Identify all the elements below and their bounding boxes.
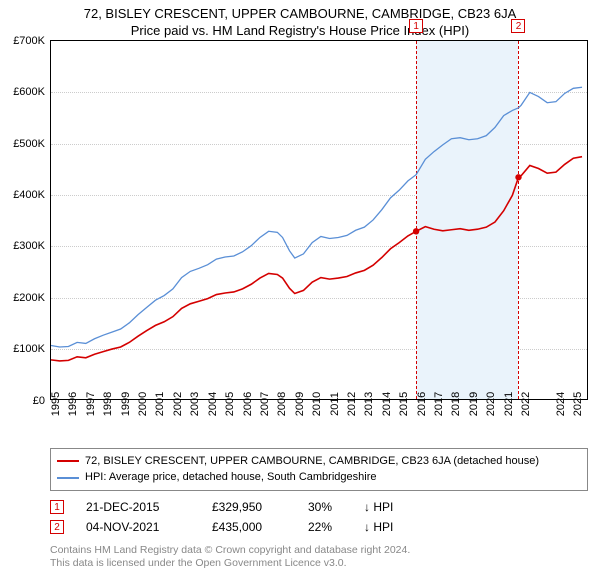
transaction-pct: 30% xyxy=(308,497,358,517)
y-tick-label: £700K xyxy=(13,35,45,47)
legend-row-property: 72, BISLEY CRESCENT, UPPER CAMBOURNE, CA… xyxy=(57,453,581,470)
transaction-price: £435,000 xyxy=(212,517,302,537)
x-tick-label: 2015 xyxy=(398,392,410,416)
y-tick-label: £300K xyxy=(13,240,45,252)
y-tick-label: £0 xyxy=(33,395,45,407)
y-tick-label: £400K xyxy=(13,189,45,201)
x-tick-label: 2019 xyxy=(468,392,480,416)
transaction-row-1: 1 21-DEC-2015 £329,950 30% ↓ HPI xyxy=(50,497,588,517)
plot-area: £0£100K£200K£300K£400K£500K£600K£700K12 xyxy=(50,40,588,400)
event-marker-1: 1 xyxy=(409,19,423,33)
x-tick-label: 2012 xyxy=(346,392,358,416)
series-hpi xyxy=(51,87,582,347)
x-tick-label: 1995 xyxy=(50,392,62,416)
transaction-vs-hpi: ↓ HPI xyxy=(364,517,393,537)
transaction-pct: 22% xyxy=(308,517,358,537)
series-svg xyxy=(51,41,589,401)
x-tick-label: 1997 xyxy=(85,392,97,416)
transaction-date: 21-DEC-2015 xyxy=(86,497,206,517)
x-tick-label: 2016 xyxy=(416,392,428,416)
x-tick-label: 2007 xyxy=(259,392,271,416)
x-tick-label: 1999 xyxy=(120,392,132,416)
attribution-line2: This data is licensed under the Open Gov… xyxy=(50,557,588,571)
chart-title-block: 72, BISLEY CRESCENT, UPPER CAMBOURNE, CA… xyxy=(0,0,600,40)
legend-box: 72, BISLEY CRESCENT, UPPER CAMBOURNE, CA… xyxy=(50,448,588,491)
x-tick-label: 2024 xyxy=(555,392,567,416)
x-tick-label: 2017 xyxy=(433,392,445,416)
x-tick-label: 2003 xyxy=(189,392,201,416)
legend-row-hpi: HPI: Average price, detached house, Sout… xyxy=(57,469,581,486)
x-tick-label: 2002 xyxy=(172,392,184,416)
x-tick-label: 2004 xyxy=(207,392,219,416)
plot-canvas: £0£100K£200K£300K£400K£500K£600K£700K12 xyxy=(51,41,587,399)
x-tick-label: 1996 xyxy=(67,392,79,416)
y-tick-label: £100K xyxy=(13,343,45,355)
x-tick-label: 2011 xyxy=(329,392,341,416)
x-tick-label: 2005 xyxy=(224,392,236,416)
x-tick-label: 2018 xyxy=(450,392,462,416)
x-tick-label: 2001 xyxy=(154,392,166,416)
series-property xyxy=(51,156,582,360)
sale-dot xyxy=(515,174,521,180)
y-tick-label: £200K xyxy=(13,292,45,304)
attribution-text: Contains HM Land Registry data © Crown c… xyxy=(50,544,588,571)
legend-label: HPI: Average price, detached house, Sout… xyxy=(85,469,376,486)
chart-container: 72, BISLEY CRESCENT, UPPER CAMBOURNE, CA… xyxy=(0,0,600,560)
event-marker-2: 2 xyxy=(511,19,525,33)
transaction-date: 04-NOV-2021 xyxy=(86,517,206,537)
transaction-marker: 1 xyxy=(50,500,64,514)
x-axis-labels: 1995199619971998199920002001200220032004… xyxy=(50,400,588,440)
x-tick-label: 2025 xyxy=(572,392,584,416)
x-tick-label: 2021 xyxy=(503,392,515,416)
transaction-vs-hpi: ↓ HPI xyxy=(364,497,393,517)
transaction-marker: 2 xyxy=(50,520,64,534)
attribution-line1: Contains HM Land Registry data © Crown c… xyxy=(50,544,588,558)
x-tick-label: 1998 xyxy=(102,392,114,416)
y-tick-label: £600K xyxy=(13,86,45,98)
transactions-table: 1 21-DEC-2015 £329,950 30% ↓ HPI 2 04-NOV-2021… xyxy=(50,497,588,538)
y-tick-label: £500K xyxy=(13,138,45,150)
title-line1: 72, BISLEY CRESCENT, UPPER CAMBOURNE, CA… xyxy=(0,6,600,23)
x-tick-label: 2022 xyxy=(520,392,532,416)
transaction-price: £329,950 xyxy=(212,497,302,517)
title-line2: Price paid vs. HM Land Registry's House … xyxy=(0,23,600,40)
x-tick-label: 2009 xyxy=(294,392,306,416)
transaction-row-2: 2 04-NOV-2021 £435,000 22% ↓ HPI xyxy=(50,517,588,537)
sale-dot xyxy=(413,228,419,234)
x-tick-label: 2020 xyxy=(485,392,497,416)
x-tick-label: 2000 xyxy=(137,392,149,416)
x-tick-label: 2006 xyxy=(242,392,254,416)
x-tick-label: 2008 xyxy=(276,392,288,416)
x-tick-label: 2013 xyxy=(363,392,375,416)
legend-swatch xyxy=(57,460,79,462)
x-tick-label: 2010 xyxy=(311,392,323,416)
legend-label: 72, BISLEY CRESCENT, UPPER CAMBOURNE, CA… xyxy=(85,453,539,470)
legend-swatch xyxy=(57,477,79,479)
x-tick-label: 2014 xyxy=(381,392,393,416)
